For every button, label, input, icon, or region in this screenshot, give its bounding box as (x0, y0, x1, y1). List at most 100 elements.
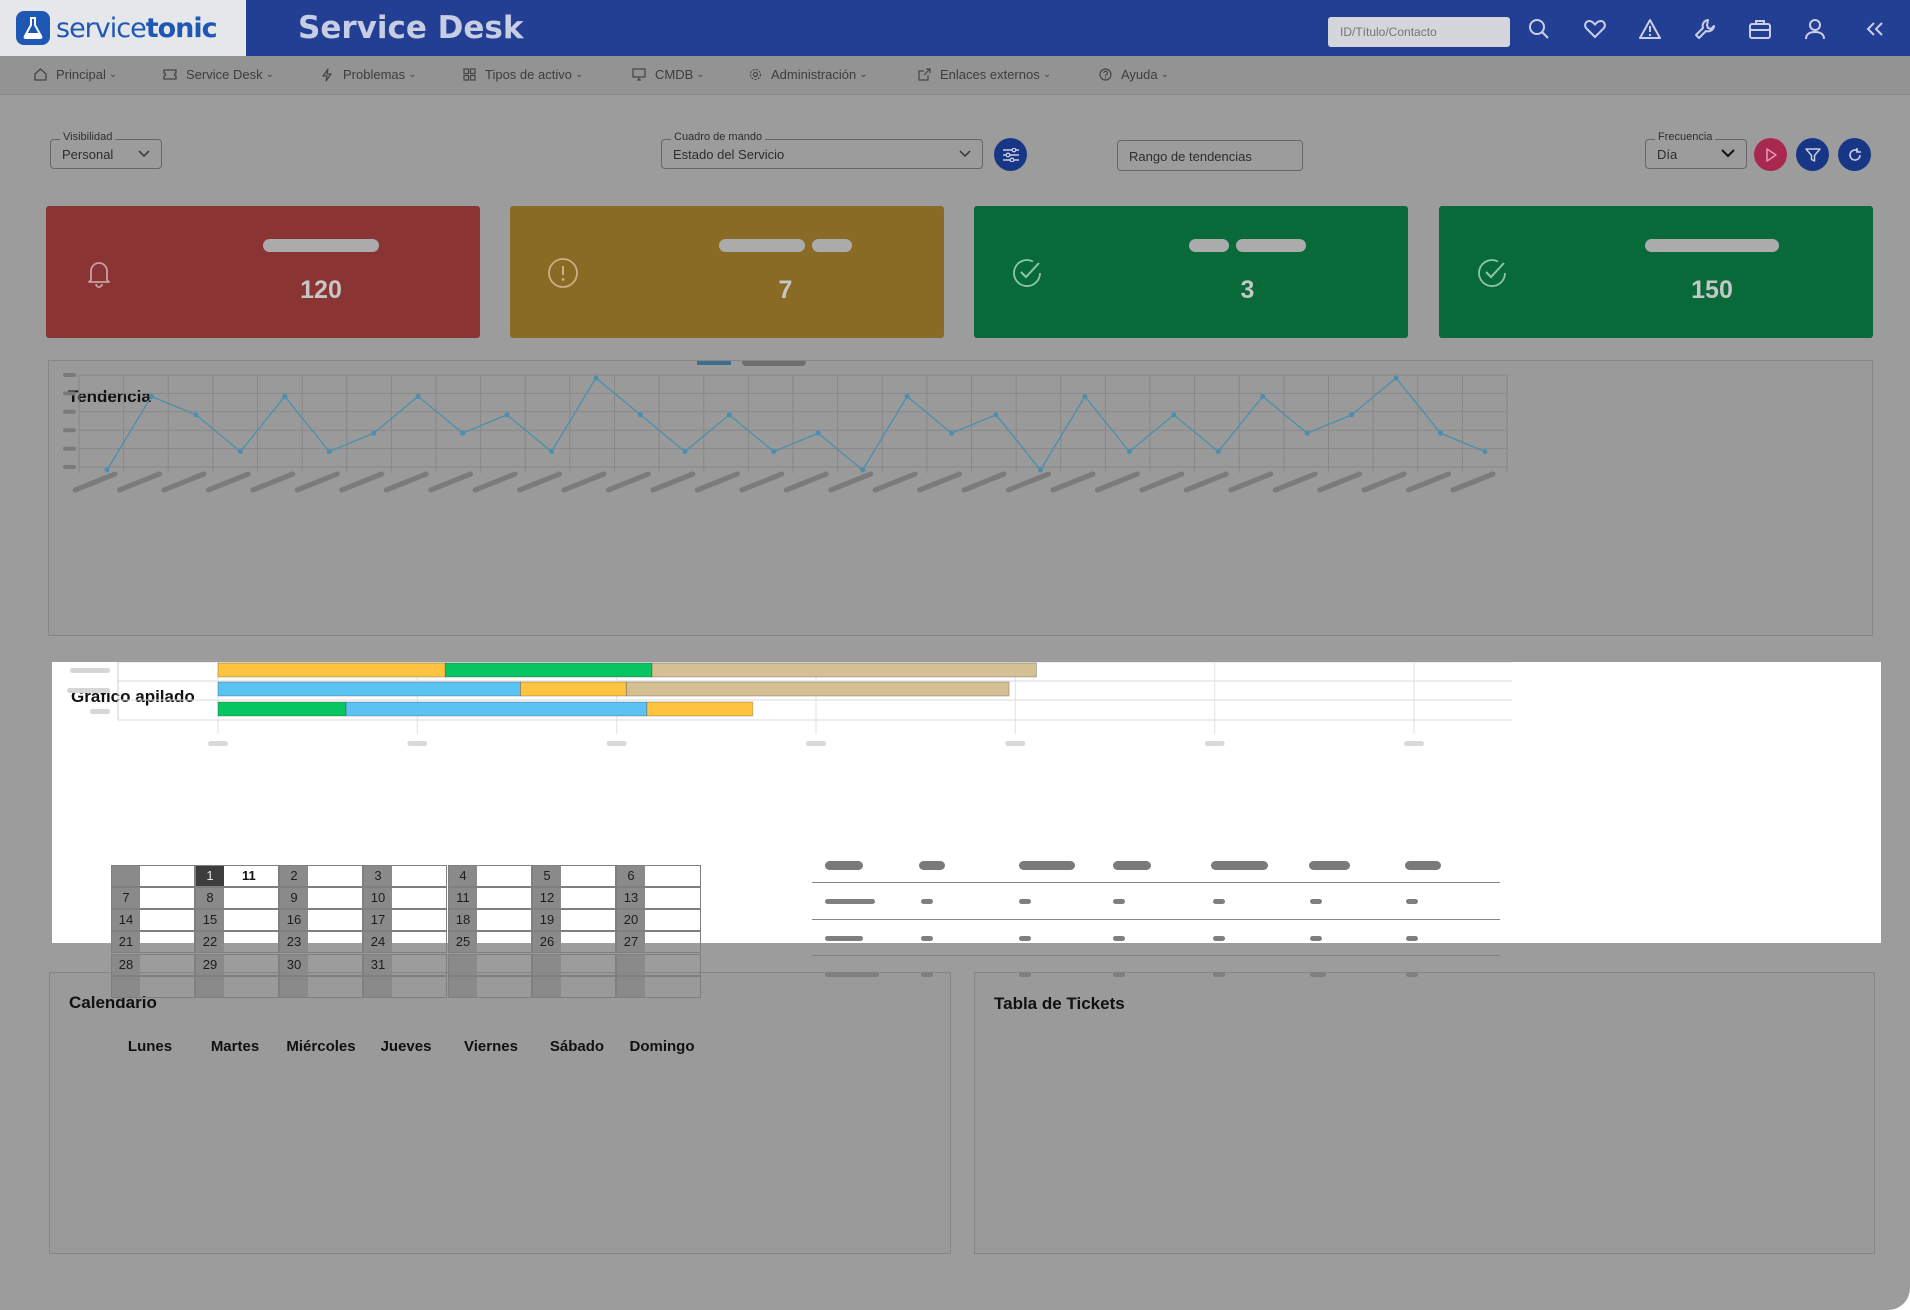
calendar-day-cell[interactable]: 28 (111, 954, 195, 976)
calendar-day-cell[interactable]: 26 (532, 931, 616, 953)
trend-point[interactable] (549, 449, 555, 455)
trend-point[interactable] (904, 393, 910, 399)
visibility-select[interactable]: Visibilidad Personal (50, 131, 162, 169)
trend-point[interactable] (1082, 393, 1088, 399)
stacked-bar-segment[interactable] (444, 662, 653, 678)
calendar-day-cell[interactable]: 2 (279, 865, 363, 887)
trend-point[interactable] (504, 412, 510, 418)
calendar-day-cell[interactable]: 4 (448, 865, 532, 887)
stat-card[interactable]: 3 (974, 206, 1408, 338)
calendar-day-cell[interactable] (616, 976, 701, 998)
calendar-day-cell[interactable] (363, 976, 447, 998)
trend-point[interactable] (1393, 375, 1399, 381)
collapse-icon[interactable] (1862, 16, 1888, 42)
trend-point[interactable] (949, 430, 955, 436)
briefcase-icon[interactable] (1747, 16, 1773, 42)
trend-point[interactable] (415, 393, 421, 399)
calendar-day-cell[interactable] (279, 976, 363, 998)
calendar-day-cell[interactable]: 7 (111, 887, 195, 909)
stacked-bar-segment[interactable] (625, 681, 1010, 697)
warning-icon[interactable] (1637, 16, 1663, 42)
nav-item-administracion[interactable]: Administración ⌄ (748, 67, 868, 82)
trend-point[interactable] (1304, 430, 1310, 436)
stacked-bar-segment[interactable] (651, 662, 1037, 678)
calendar-day-cell[interactable]: 16 (279, 909, 363, 931)
stacked-bar-segment[interactable] (217, 662, 446, 678)
calendar-day-cell[interactable] (111, 976, 195, 998)
frequency-select[interactable]: Frecuencia Día (1645, 131, 1747, 169)
trend-point[interactable] (726, 412, 732, 418)
trend-point[interactable] (371, 430, 377, 436)
nav-item-enlaces-externos[interactable]: Enlaces externos ⌄ (917, 67, 1051, 82)
calendar-day-cell[interactable]: 24 (363, 931, 447, 953)
dashboard-select[interactable]: Cuadro de mando Estado del Servicio (661, 131, 983, 169)
trend-point[interactable] (282, 393, 288, 399)
nav-item-principal[interactable]: Principal ⌄ (33, 67, 117, 82)
calendar-day-cell[interactable]: 23 (279, 931, 363, 953)
trend-point[interactable] (1171, 412, 1177, 418)
calendar-day-cell[interactable]: 15 (195, 909, 279, 931)
calendar-day-cell[interactable] (532, 954, 616, 976)
calendar-day-cell[interactable]: 20 (616, 909, 701, 931)
stacked-bar-segment[interactable] (646, 701, 754, 717)
trend-point[interactable] (460, 430, 466, 436)
trend-point[interactable] (637, 412, 643, 418)
calendar-day-cell[interactable]: 12 (532, 887, 616, 909)
trend-point[interactable] (1349, 412, 1355, 418)
nav-item-ayuda[interactable]: Ayuda ⌄ (1098, 67, 1169, 82)
calendar-day-cell[interactable] (448, 976, 532, 998)
play-button[interactable] (1754, 138, 1787, 171)
logo[interactable]: servicetonic (0, 0, 246, 56)
nav-item-problemas[interactable]: Problemas ⌄ (320, 67, 417, 82)
trend-point[interactable] (326, 449, 332, 455)
trend-range-button[interactable]: Rango de tendencias (1117, 140, 1303, 171)
stat-card[interactable]: 7 (510, 206, 944, 338)
global-search-input[interactable] (1328, 17, 1510, 47)
nav-item-tipos-de-activo[interactable]: Tipos de activo ⌄ (462, 67, 583, 82)
filter-button[interactable] (1796, 138, 1829, 171)
calendar-day-cell[interactable]: 27 (616, 931, 701, 953)
calendar-day-cell[interactable]: 29 (195, 954, 279, 976)
refresh-button[interactable] (1838, 138, 1871, 171)
calendar-day-cell[interactable] (195, 976, 279, 998)
trend-point[interactable] (815, 430, 821, 436)
stacked-bar-segment[interactable] (345, 701, 648, 717)
calendar-day-cell[interactable]: 3 (363, 865, 447, 887)
trend-point[interactable] (1482, 449, 1488, 455)
heart-icon[interactable] (1582, 16, 1608, 42)
calendar-day-cell[interactable] (616, 954, 701, 976)
stat-card[interactable]: 150 (1439, 206, 1873, 338)
trend-point[interactable] (1438, 430, 1444, 436)
trend-point[interactable] (682, 449, 688, 455)
calendar-day-cell[interactable]: 18 (448, 909, 532, 931)
calendar-day-cell[interactable]: 14 (111, 909, 195, 931)
stacked-bar-segment[interactable] (217, 681, 521, 697)
calendar-day-cell[interactable]: 8 (195, 887, 279, 909)
dashboard-settings-button[interactable] (994, 138, 1027, 171)
trend-point[interactable] (1260, 393, 1266, 399)
stacked-bar-segment[interactable] (217, 701, 347, 717)
search-icon[interactable] (1526, 16, 1552, 42)
calendar-day-cell[interactable]: 5 (532, 865, 616, 887)
trend-point[interactable] (593, 375, 599, 381)
calendar-day-cell[interactable]: 19 (532, 909, 616, 931)
trend-point[interactable] (771, 449, 777, 455)
trend-point[interactable] (148, 393, 154, 399)
calendar-day-cell[interactable]: 22 (195, 931, 279, 953)
trend-point[interactable] (1126, 449, 1132, 455)
calendar-day-cell[interactable]: 21 (111, 931, 195, 953)
trend-point[interactable] (237, 449, 243, 455)
stat-card[interactable]: 120 (46, 206, 480, 338)
wrench-icon[interactable] (1692, 16, 1718, 42)
trend-point[interactable] (860, 467, 866, 473)
calendar-day-cell[interactable] (532, 976, 616, 998)
trend-point[interactable] (1215, 449, 1221, 455)
calendar-day-cell[interactable]: 1 11 (195, 865, 279, 887)
calendar-day-cell[interactable]: 17 (363, 909, 447, 931)
user-icon[interactable] (1802, 16, 1828, 42)
calendar-day-cell[interactable]: 11 (448, 887, 532, 909)
calendar-day-cell[interactable]: 30 (279, 954, 363, 976)
legend-swatch[interactable] (697, 361, 731, 365)
trend-point[interactable] (1037, 467, 1043, 473)
calendar-day-cell[interactable]: 31 (363, 954, 447, 976)
